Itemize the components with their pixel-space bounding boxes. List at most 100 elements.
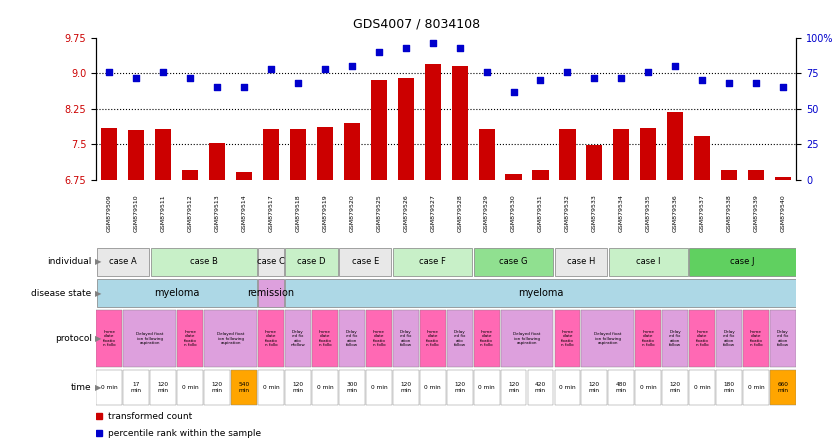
Text: ▶: ▶ [95,258,102,266]
Text: case B: case B [190,258,218,266]
Text: 540
min: 540 min [239,382,249,393]
Text: GSM879531: GSM879531 [538,194,543,232]
Bar [479,129,495,180]
Bar [770,310,796,367]
Text: GSM879517: GSM879517 [269,194,274,232]
Text: 0 min: 0 min [182,385,198,390]
Bar [474,248,553,276]
Text: Imme
diate
fixatio
n follo: Imme diate fixatio n follo [642,329,655,348]
Text: case F: case F [420,258,446,266]
Point [238,84,251,91]
Bar [447,370,473,405]
Text: Delay
ed fix
atio
nfollow: Delay ed fix atio nfollow [290,329,305,348]
Bar [528,370,554,405]
Bar [344,123,360,180]
Bar [581,370,607,405]
Bar [285,370,311,405]
Text: case C: case C [257,258,285,266]
Point [776,84,790,91]
Text: Delayed fixat
ion following
aspiration: Delayed fixat ion following aspiration [136,332,163,345]
Point [345,63,359,70]
Text: individual: individual [48,258,92,266]
Text: Delay
ed fix
ation
follow: Delay ed fix ation follow [777,329,789,348]
Point [372,48,385,56]
Bar [398,78,414,180]
Bar [667,112,683,180]
Text: 0 min: 0 min [425,385,441,390]
Bar [555,370,580,405]
Point [750,79,763,87]
Text: Imme
diate
fixatio
n follo: Imme diate fixatio n follo [696,329,709,348]
Bar [451,66,468,180]
Bar [366,310,392,367]
Bar [97,310,123,367]
Bar [371,80,387,180]
Bar [662,370,688,405]
Text: Imme
diate
fixatio
n follo: Imme diate fixatio n follo [750,329,762,348]
Bar [586,145,602,180]
Text: 300
min: 300 min [346,382,358,393]
Text: 660
min: 660 min [777,382,788,393]
Text: 120
min: 120 min [508,382,519,393]
Text: GSM879526: GSM879526 [404,194,409,232]
Text: ▶: ▶ [95,334,102,343]
Text: Imme
diate
fixatio
n follo: Imme diate fixatio n follo [183,329,197,348]
Text: GSM879529: GSM879529 [484,194,489,232]
Bar [694,136,711,180]
Bar [689,310,715,367]
Bar [101,128,118,180]
Text: GSM879514: GSM879514 [242,194,247,232]
Text: GSM879520: GSM879520 [349,194,354,232]
Text: GSM879519: GSM879519 [323,194,328,232]
Text: 120
min: 120 min [454,382,465,393]
Bar [555,248,607,276]
Bar [97,248,149,276]
Bar [339,248,391,276]
Text: protocol: protocol [55,334,92,343]
Text: 0 min: 0 min [263,385,279,390]
Text: 17
min: 17 min [131,382,142,393]
Text: case E: case E [352,258,379,266]
Bar [608,370,635,405]
Point [426,40,440,47]
Bar [716,310,742,367]
Bar [393,248,472,276]
Text: Delayed fixat
ion following
aspiration: Delayed fixat ion following aspiration [217,332,244,345]
Text: Imme
diate
fixatio
n follo: Imme diate fixatio n follo [426,329,440,348]
Text: case D: case D [297,258,326,266]
Text: ▶: ▶ [95,383,102,392]
Bar [500,310,554,367]
Point [641,68,655,75]
Bar [474,310,500,367]
Text: GSM879518: GSM879518 [295,194,300,232]
Text: GSM879539: GSM879539 [754,194,759,232]
Text: 0 min: 0 min [694,385,711,390]
Text: Delay
ed fix
ation
follow: Delay ed fix ation follow [723,329,735,348]
Bar [505,174,521,180]
Text: GSM879537: GSM879537 [700,194,705,232]
Text: GSM879511: GSM879511 [161,194,166,232]
Text: GSM879512: GSM879512 [188,194,193,232]
Text: 0 min: 0 min [748,385,765,390]
Text: Delayed fixat
ion following
aspiration: Delayed fixat ion following aspiration [514,332,540,345]
Text: 0 min: 0 min [640,385,656,390]
Text: GSM879513: GSM879513 [214,194,219,232]
Bar [312,370,338,405]
Point [399,44,413,51]
Point [103,68,116,75]
Point [264,65,278,72]
Text: 120
min: 120 min [293,382,304,393]
Text: percentile rank within the sample: percentile rank within the sample [108,429,261,438]
Text: 0 min: 0 min [370,385,387,390]
Bar [151,248,257,276]
Text: Imme
diate
fixatio
n follo: Imme diate fixatio n follo [103,329,116,348]
Bar [178,370,203,405]
Text: Imme
diate
fixatio
n follo: Imme diate fixatio n follo [480,329,493,348]
Bar [285,248,338,276]
Bar [290,129,306,180]
Point [319,65,332,72]
Bar [312,310,338,367]
Point [183,74,197,81]
Text: Delay
ed fix
ation
follow: Delay ed fix ation follow [399,329,412,348]
Text: Delay
ed fix
atio
follow: Delay ed fix atio follow [454,329,465,348]
